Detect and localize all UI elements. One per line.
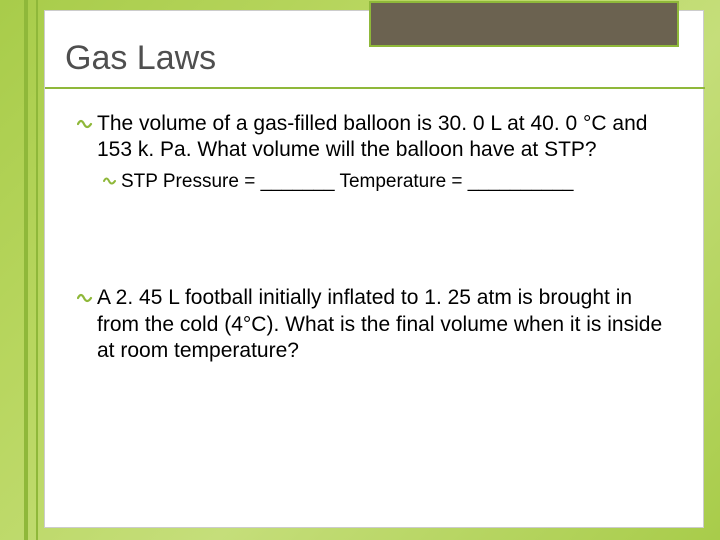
list-item-text: STP Pressure = _______ Temperature = ___… [121,170,573,194]
wave-bullet-icon [77,289,95,311]
list-item: STP Pressure = _______ Temperature = ___… [103,170,677,194]
slide-title: Gas Laws [65,39,216,78]
list-item: The volume of a gas-filled balloon is 30… [77,111,677,164]
title-underline [45,87,705,89]
list-item-text: The volume of a gas-filled balloon is 30… [97,111,677,164]
spacer [77,193,677,285]
wave-bullet-icon [77,115,95,137]
slide-body: The volume of a gas-filled balloon is 30… [77,111,677,368]
decor-vertical-line-thin [36,0,38,540]
decor-vertical-line-thick [24,0,28,540]
wave-bullet-icon [103,173,119,191]
list-item: A 2. 45 L football initially inflated to… [77,285,677,364]
decor-top-box [369,1,679,47]
slide-card: Gas Laws The volume of a gas-filled ball… [44,10,704,528]
list-item-text: A 2. 45 L football initially inflated to… [97,285,677,364]
